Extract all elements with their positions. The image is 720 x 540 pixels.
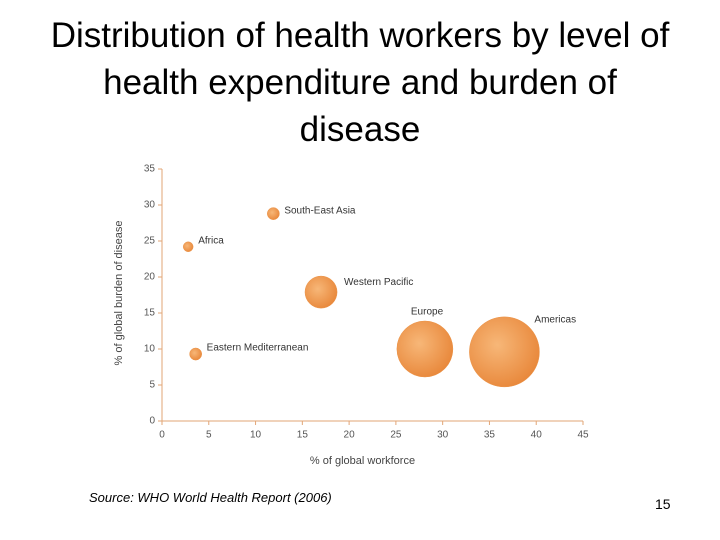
y-axis-title: % of global burden of disease: [113, 221, 125, 366]
x-axis-title: % of global workforce: [310, 455, 415, 467]
y-tick-label: 25: [144, 236, 156, 247]
y-tick-label: 0: [149, 416, 155, 427]
y-tick-label: 10: [144, 344, 156, 355]
point-label: South-East Asia: [284, 205, 356, 216]
slide-title: Distribution of health workers by level …: [50, 16, 670, 149]
point-label: Western Pacific: [344, 277, 413, 288]
page-number: 15: [655, 496, 671, 512]
x-tick-label: 5: [206, 430, 212, 441]
y-tick-label: 30: [144, 200, 156, 211]
point-label: Americas: [534, 315, 576, 326]
x-tick-label: 15: [297, 430, 309, 441]
x-tick-label: 10: [250, 430, 262, 441]
bubble: [182, 241, 194, 252]
x-tick-label: 40: [531, 430, 543, 441]
x-tick-label: 30: [437, 430, 449, 441]
y-tick-label: 5: [149, 380, 155, 391]
y-tick-label: 20: [144, 272, 156, 283]
y-tick-label: 15: [144, 308, 156, 319]
x-tick-label: 0: [159, 430, 165, 441]
x-tick-label: 45: [577, 430, 589, 441]
x-tick-label: 20: [344, 430, 356, 441]
point-label: Africa: [198, 235, 224, 246]
point-label: Eastern Mediterranean: [207, 343, 309, 354]
y-tick-label: 35: [144, 164, 156, 175]
bubble: [396, 320, 454, 378]
bubble: [267, 207, 280, 220]
bubble: [469, 316, 540, 388]
source-note: Source: WHO World Health Report (2006): [89, 490, 332, 505]
point-label: Europe: [411, 307, 444, 318]
x-tick-label: 35: [484, 430, 496, 441]
bubble: [189, 347, 202, 361]
x-tick-label: 25: [390, 430, 402, 441]
bubble: [304, 275, 338, 309]
